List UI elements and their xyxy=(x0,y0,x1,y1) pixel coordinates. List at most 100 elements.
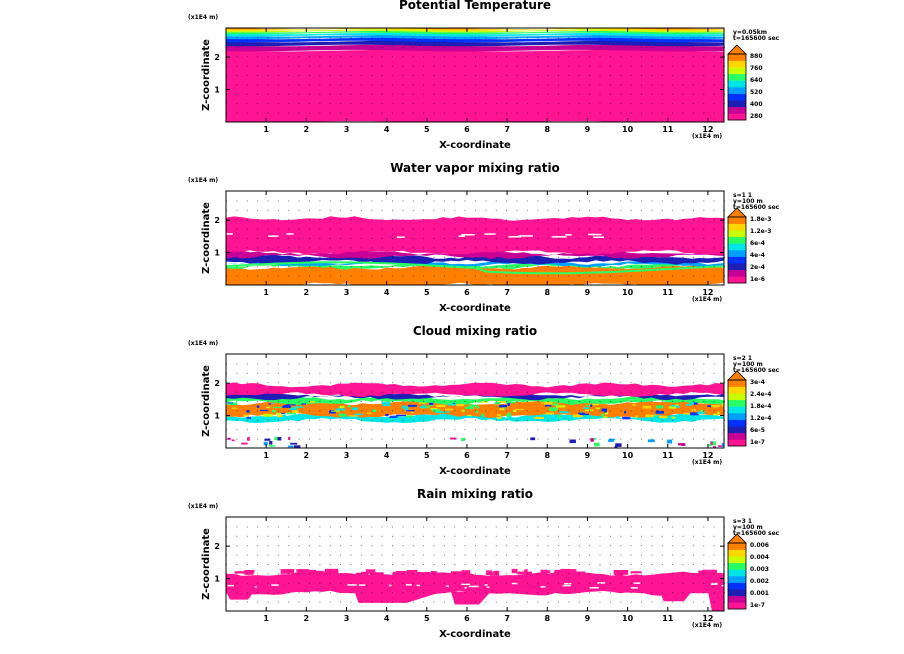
grid-dot xyxy=(371,401,373,402)
rain-hole xyxy=(564,582,572,585)
grid-dot xyxy=(267,391,269,393)
grid-dot xyxy=(257,256,259,258)
grid-dot xyxy=(454,601,456,603)
grid-dot xyxy=(443,401,445,402)
grid-dot xyxy=(620,238,622,239)
grid-dot xyxy=(495,200,497,202)
grid-dot xyxy=(267,573,269,575)
grid-dot xyxy=(692,582,694,584)
grid-dot xyxy=(485,219,487,221)
grid-dot xyxy=(257,419,259,421)
grid-dot xyxy=(350,209,352,211)
rain-edge xyxy=(365,573,369,577)
grid-dot xyxy=(277,75,279,76)
grid-dot xyxy=(288,275,290,277)
cloud-blob xyxy=(608,439,614,442)
grid-dot xyxy=(703,554,705,556)
grid-dot xyxy=(360,228,362,230)
cloud-speckle xyxy=(404,407,409,411)
cloud-speckle xyxy=(507,402,510,406)
grid-dot xyxy=(516,564,518,565)
colorbar-frame xyxy=(727,53,747,121)
grid-dot xyxy=(537,275,539,277)
grid-dot xyxy=(423,564,425,565)
cloud-speckle xyxy=(654,414,657,417)
grid-dot xyxy=(526,535,528,537)
grid-dot xyxy=(464,219,466,221)
grid-dot xyxy=(682,275,684,277)
grid-dot xyxy=(246,372,248,374)
grid-dot xyxy=(516,382,518,384)
grid-dot xyxy=(277,438,279,440)
grid-dot xyxy=(412,582,414,584)
grid-dot xyxy=(309,228,310,230)
cloud-blob xyxy=(241,442,248,445)
grid-dot xyxy=(402,401,404,402)
grid-dot xyxy=(371,65,373,67)
grid-dot xyxy=(443,37,445,39)
grid-dot xyxy=(319,410,321,412)
rain-edge xyxy=(544,573,559,579)
grid-dot xyxy=(526,256,528,258)
grid-dot xyxy=(246,238,248,239)
grid-dot xyxy=(692,84,694,86)
grid-dot xyxy=(589,247,591,249)
grid-dot xyxy=(682,592,684,594)
grid-dot xyxy=(589,228,591,230)
grid-dot xyxy=(381,526,383,528)
colorbar-swatch-8 xyxy=(728,230,746,238)
grid-dot xyxy=(402,65,404,67)
grid-dot xyxy=(454,545,456,547)
grid-dot xyxy=(495,526,497,528)
grid-dot xyxy=(630,46,632,48)
grid-dot xyxy=(402,382,404,384)
panel-title: Cloud mixing ratio xyxy=(413,324,537,338)
cloud-speckle xyxy=(583,407,590,409)
rain-edge xyxy=(493,570,500,576)
grid-dot xyxy=(599,419,601,421)
cloud-speckle xyxy=(445,408,454,411)
grid-dot xyxy=(599,275,601,277)
grid-dot xyxy=(475,75,476,76)
grid-dot xyxy=(402,526,404,528)
colorbar-swatch-5 xyxy=(728,576,746,583)
cloud-speckle xyxy=(690,412,699,416)
grid-dot xyxy=(589,65,591,67)
rain-edge xyxy=(370,572,384,578)
grid-dot xyxy=(412,228,414,230)
grid-dot xyxy=(392,526,393,528)
grid-dot xyxy=(526,372,528,374)
cloud-speckle xyxy=(338,413,347,417)
grid-dot xyxy=(288,46,290,48)
grid-dot xyxy=(485,526,487,528)
colorbar-swatch-4 xyxy=(728,256,746,264)
grid-dot xyxy=(246,564,248,565)
cloud-speckle xyxy=(266,406,271,408)
grid-dot xyxy=(630,219,632,221)
grid-dot xyxy=(599,219,601,221)
grid-dot xyxy=(454,56,456,58)
grid-dot xyxy=(682,103,684,105)
grid-dot xyxy=(589,275,591,277)
grid-dot xyxy=(630,238,632,239)
grid-dot xyxy=(236,382,238,384)
grid-dot xyxy=(599,209,601,211)
grid-dot xyxy=(651,65,653,67)
grid-dot xyxy=(641,429,642,431)
x-tick-label: 12 xyxy=(702,125,713,134)
grid-dot xyxy=(558,391,559,393)
grid-dot xyxy=(661,554,663,556)
grid-dot xyxy=(392,601,393,603)
grid-dot xyxy=(558,401,559,402)
grid-dot xyxy=(661,601,663,603)
grid-dot xyxy=(454,228,456,230)
grid-dot xyxy=(381,564,383,565)
grid-dot xyxy=(547,582,549,584)
vapor-gap xyxy=(593,236,605,238)
grid-dot xyxy=(578,238,580,239)
grid-dot xyxy=(381,103,383,105)
grid-dot xyxy=(599,247,601,249)
x-tick-label: 12 xyxy=(702,451,713,460)
cloud-blob xyxy=(264,438,271,441)
colorbar-swatch-2 xyxy=(728,269,746,277)
